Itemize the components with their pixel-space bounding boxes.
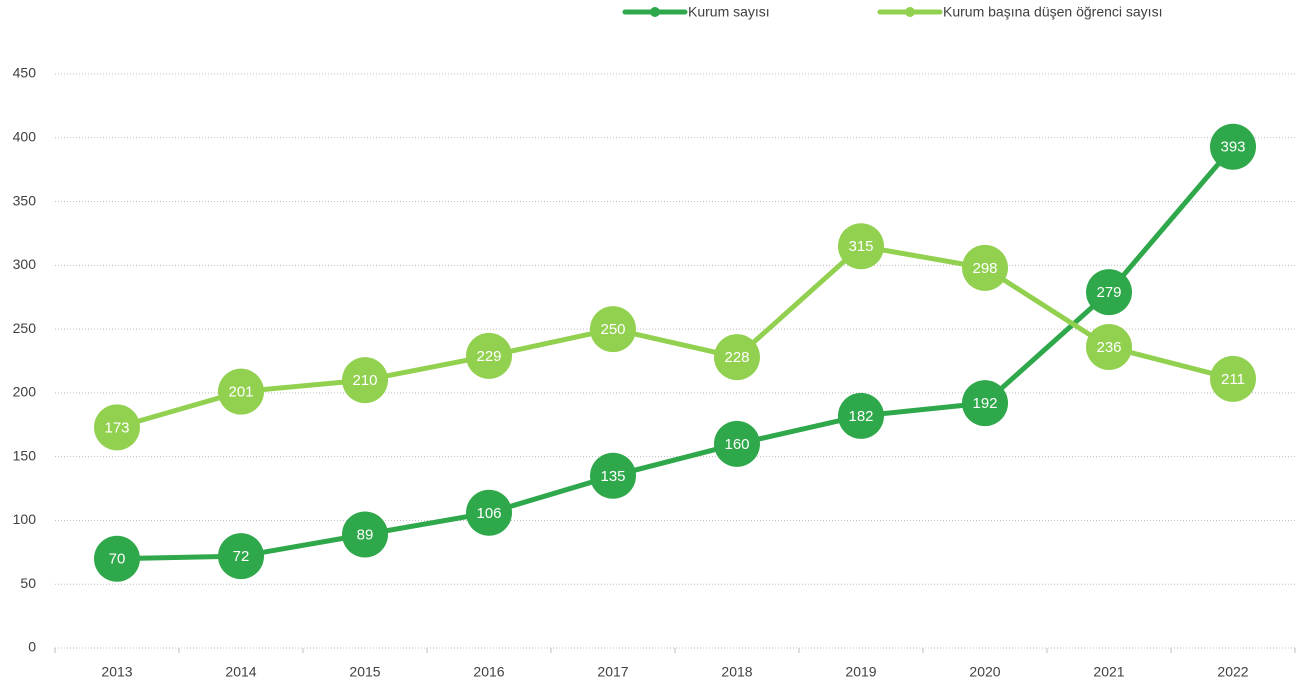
value-label: 173 — [104, 419, 129, 436]
value-label: 210 — [352, 372, 377, 389]
x-tick-label: 2013 — [101, 664, 132, 680]
legend-marker — [650, 7, 660, 17]
x-tick-label: 2017 — [597, 664, 628, 680]
value-label: 70 — [109, 551, 126, 568]
x-tick-label: 2019 — [845, 664, 876, 680]
point-marker — [1210, 123, 1256, 170]
value-label: 298 — [972, 260, 997, 277]
point-marker — [714, 334, 760, 381]
x-tick-label: 2018 — [721, 664, 752, 680]
point-marker — [962, 380, 1008, 427]
point-marker — [218, 533, 264, 580]
point-marker — [1210, 355, 1256, 402]
y-tick-label: 0 — [28, 639, 36, 655]
point-marker — [342, 357, 388, 404]
point-marker — [342, 511, 388, 558]
value-label: 182 — [848, 408, 873, 425]
series-line — [116, 243, 1234, 430]
point-marker — [838, 392, 884, 439]
point-marker — [466, 332, 512, 379]
legend-marker — [905, 7, 915, 17]
value-label: 135 — [600, 468, 625, 485]
point-marker — [1086, 323, 1132, 370]
value-label: 393 — [1220, 139, 1245, 156]
value-label: 106 — [476, 505, 501, 522]
point-marker — [1086, 269, 1132, 316]
point-marker — [838, 223, 884, 270]
point-marker — [94, 404, 140, 451]
x-tick-label: 2014 — [225, 664, 256, 680]
point-marker — [218, 368, 264, 415]
y-tick-label: 300 — [13, 256, 37, 272]
y-tick-label: 50 — [20, 575, 36, 591]
point-marker — [94, 535, 140, 582]
point-marker — [590, 452, 636, 499]
x-tick-label: 2020 — [969, 664, 1000, 680]
point-marker — [714, 420, 760, 467]
legend-label: Kurum başına düşen öğrenci sayısı — [943, 4, 1162, 20]
y-tick-label: 350 — [13, 192, 37, 208]
y-tick-label: 450 — [13, 65, 37, 81]
value-label: 192 — [972, 395, 997, 412]
legend-label: Kurum sayısı — [688, 4, 770, 20]
series-line — [116, 145, 1235, 562]
x-tick-label: 2021 — [1093, 664, 1124, 680]
value-label: 160 — [724, 436, 749, 453]
value-label: 72 — [233, 548, 250, 565]
y-tick-label: 250 — [13, 320, 37, 336]
x-tick-label: 2015 — [349, 664, 380, 680]
value-label: 279 — [1096, 284, 1121, 301]
x-tick-label: 2016 — [473, 664, 504, 680]
point-marker — [466, 489, 512, 536]
y-tick-label: 100 — [13, 511, 37, 527]
value-label: 89 — [357, 526, 374, 543]
value-label: 250 — [600, 321, 625, 338]
x-tick-label: 2022 — [1217, 664, 1248, 680]
y-tick-label: 150 — [13, 447, 37, 463]
point-marker — [962, 244, 1008, 291]
value-label: 211 — [1221, 371, 1245, 388]
y-tick-label: 200 — [13, 384, 37, 400]
y-tick-label: 400 — [13, 128, 37, 144]
value-label: 201 — [228, 384, 253, 401]
value-label: 229 — [476, 348, 501, 365]
value-label: 315 — [848, 238, 873, 255]
point-marker — [590, 306, 636, 353]
value-label: 236 — [1096, 339, 1121, 356]
value-label: 228 — [724, 349, 749, 366]
